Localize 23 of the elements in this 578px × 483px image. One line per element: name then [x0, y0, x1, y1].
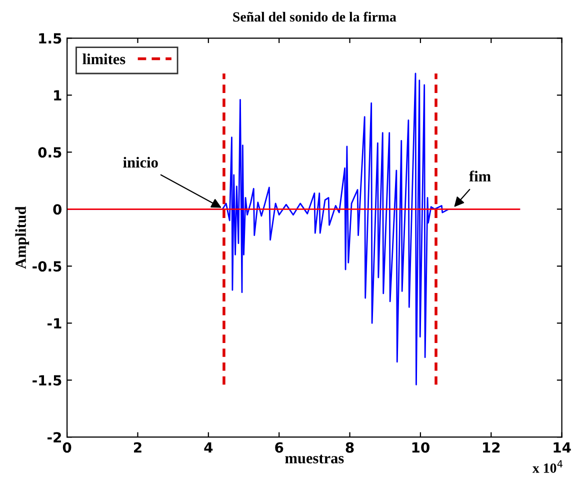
y-tick-label: -0.5	[32, 261, 62, 272]
x-tick-label: 14	[554, 442, 571, 453]
y-tick-label: -1.5	[32, 375, 62, 386]
annotation: fim	[469, 170, 491, 182]
x-axis-title: muestras	[285, 454, 344, 464]
y-tick-label: 1.5	[39, 33, 62, 44]
x-tick-label: 6	[275, 442, 284, 453]
x-tick-label: 10	[412, 442, 430, 453]
y-tick-label: 1	[54, 90, 62, 100]
x-tick-label: 2	[134, 442, 142, 453]
y-tick-label: -1	[48, 318, 62, 328]
y-tick-label: 0	[53, 204, 62, 215]
x-tick-label: 0	[62, 442, 72, 453]
y-tick-label: -2	[48, 432, 61, 442]
annotation: inicio	[123, 156, 158, 168]
x-tick-label: 12	[483, 442, 500, 453]
legend-label: limites	[82, 54, 126, 64]
chart-title: Señal del sonido de la firma	[233, 12, 396, 22]
text: x 10$^{4}$	[532, 460, 563, 473]
y-tick-label: 0.5	[38, 147, 62, 158]
x-tick-label: 4	[204, 442, 213, 453]
x-tick-label: 8	[346, 442, 354, 453]
y-axis-title: Amplitud	[15, 206, 30, 269]
